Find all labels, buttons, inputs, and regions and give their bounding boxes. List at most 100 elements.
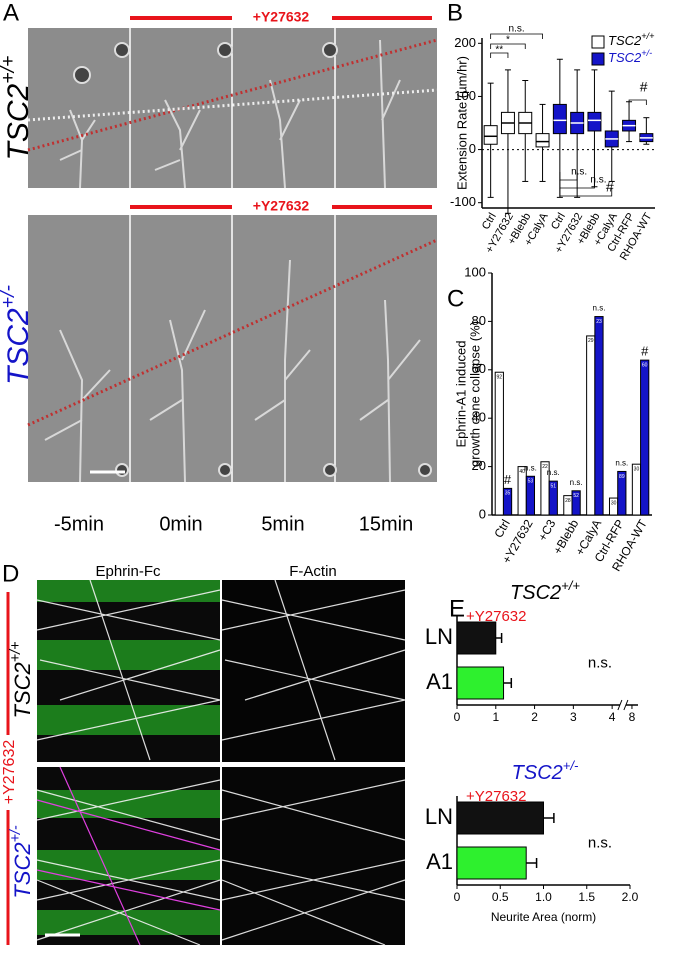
x-tick-label: Ctrl: [491, 517, 512, 540]
x-tick-label: 1.0: [535, 890, 552, 904]
legend-swatch: [591, 35, 605, 49]
neurites: [44, 39, 421, 483]
x-tick-label: 2.0: [622, 890, 639, 904]
bar: [494, 371, 504, 516]
bracket: [559, 180, 595, 189]
bar: [571, 490, 581, 516]
x-tick-label: 0: [454, 890, 461, 904]
x-axis-label: Neurite Area (norm): [491, 910, 596, 924]
axis-break: [617, 699, 623, 711]
ephrin-stripes: [37, 580, 220, 935]
significance-label: #: [504, 472, 512, 487]
gene-name: TSC2: [512, 762, 563, 784]
significance-label: n.s.: [588, 654, 612, 671]
x-tick-label: 8: [629, 710, 636, 724]
treatment-label: +Y27632: [466, 788, 526, 805]
image: [222, 580, 405, 762]
y-tick-label: 60: [472, 361, 486, 376]
genotype: +/-: [563, 758, 579, 773]
significance-label: *: [506, 35, 510, 46]
panel-label: B: [447, 0, 463, 26]
bar: [502, 487, 513, 516]
significance-label: n.s.: [571, 167, 587, 178]
timelapse-images: [27, 16, 438, 483]
count-label: 22: [542, 464, 548, 470]
count-label: 40: [519, 469, 525, 475]
bar: [456, 621, 497, 655]
column-header: F-Actin: [289, 563, 337, 580]
y-tick-label: 40: [472, 410, 486, 425]
count-label: 35: [505, 491, 511, 497]
bar: [640, 359, 650, 516]
box: [483, 125, 498, 145]
significance-label: n.s.: [593, 304, 606, 313]
bracket: [559, 172, 578, 181]
count-label: 52: [573, 493, 579, 499]
significance-label: #: [641, 344, 649, 359]
bracket: [490, 33, 543, 39]
count-label: 30: [634, 467, 640, 473]
box: [552, 103, 567, 135]
overlay-line: [27, 88, 438, 122]
count-label: 92: [497, 375, 503, 381]
legend-swatch: [591, 52, 605, 66]
row-label: TSC2+/-: [8, 825, 35, 899]
x-tick-label: 2: [531, 710, 538, 724]
y-tick-label: 200: [454, 35, 476, 50]
legend-name: TSC2: [608, 50, 642, 65]
time-label: 0min: [159, 513, 202, 535]
bracket: [490, 43, 526, 49]
treatment-label: +Y27632: [253, 198, 310, 214]
count-label: 28: [565, 498, 571, 504]
y-tick-label: 0: [469, 141, 476, 156]
gene-name: TSC2: [2, 83, 35, 160]
treatment-label: +Y27632: [1, 740, 18, 805]
y-tick-label: A1: [426, 849, 453, 874]
legend-name: TSC2: [608, 33, 642, 48]
significance-label: n.s.: [524, 463, 537, 472]
row-label: TSC2+/-: [0, 285, 35, 385]
time-label: -5min: [54, 513, 104, 535]
stain-images: [6, 579, 406, 946]
bracket: [490, 52, 509, 58]
y-tick-label: LN: [425, 624, 453, 649]
magenta-axons: [36, 766, 221, 946]
significance-label: n.s.: [615, 459, 628, 468]
image: [222, 767, 405, 945]
y-tick-label: 100: [454, 88, 476, 103]
x-tick-label: 1: [492, 710, 499, 724]
beads: [73, 42, 432, 477]
time-label: 5min: [261, 513, 304, 535]
y-tick-label: 0: [479, 506, 486, 521]
x-tick-label: 0.5: [492, 890, 509, 904]
column-header: Ephrin-Fc: [95, 563, 161, 580]
bracket: [559, 188, 613, 197]
y-tick-label: 80: [472, 313, 486, 328]
chart-title: TSC2+/-: [512, 758, 579, 784]
box: [535, 133, 550, 148]
gene-name: TSC2: [10, 842, 35, 898]
bar: [456, 846, 527, 880]
significance-label: n.s.: [590, 175, 606, 186]
count-label: 53: [528, 479, 534, 485]
bar: [525, 475, 536, 516]
genotype: +/+: [8, 642, 24, 663]
count-label: 29: [588, 338, 594, 344]
panel-label: A: [3, 0, 19, 26]
panel-label: D: [2, 560, 19, 587]
treatment-label: +Y27632: [466, 608, 526, 625]
x-tick-label: 1.5: [578, 890, 595, 904]
y-axis-label: growth cone collapse (%): [467, 321, 482, 467]
treatment-label: +Y27632: [253, 9, 310, 25]
bracket: [628, 99, 647, 105]
bar: [456, 801, 544, 835]
genotype: +/+: [561, 578, 580, 593]
x-tick-label: +C3: [535, 517, 558, 544]
genotype: +/-: [8, 825, 24, 842]
image-dividers: [129, 28, 336, 482]
x-tick-label: 3: [570, 710, 577, 724]
genotype: +/-: [0, 285, 19, 309]
row-label: TSC2+/+: [0, 56, 35, 161]
significance-label: n.s.: [509, 24, 525, 35]
